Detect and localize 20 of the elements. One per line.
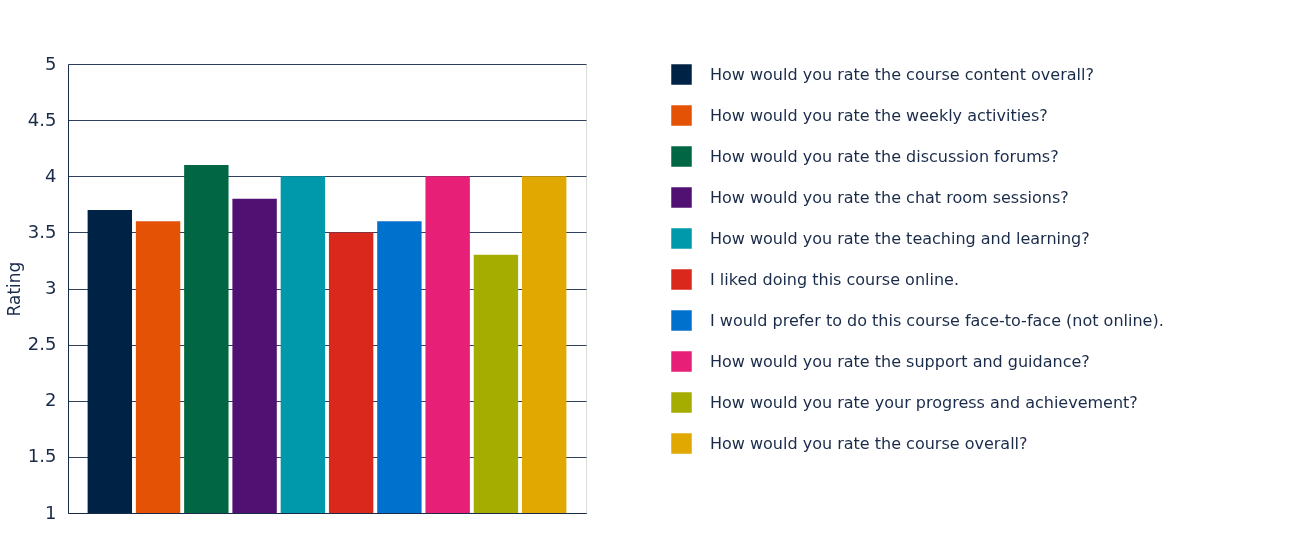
y-tick-label: 3 xyxy=(45,277,57,298)
y-axis-title: Rating xyxy=(3,261,24,317)
legend-label: I liked doing this course online. xyxy=(710,269,959,289)
y-tick-label: 1 xyxy=(45,501,57,523)
legend-label: How would you rate the weekly activities? xyxy=(710,105,1048,125)
legend-label: How would you rate the teaching and learning? xyxy=(710,228,1090,248)
legend-label: How would you rate the support and guidance? xyxy=(710,351,1090,371)
y-tick-label: 4.5 xyxy=(27,108,57,130)
legend-label: How would you rate the discussion forums? xyxy=(710,146,1059,166)
y-tick-label: 2 xyxy=(45,389,57,411)
legend-label: How would you rate your progress and achievement? xyxy=(710,392,1138,412)
legend-label: How would you rate the course content overall? xyxy=(710,64,1094,84)
legend-label: How would you rate the chat room sessions? xyxy=(710,187,1069,207)
legend-label: I would prefer to do this course face-to-face (not online). xyxy=(710,310,1164,330)
y-tick-label: 4 xyxy=(45,164,57,186)
y-tick-label: 5 xyxy=(45,52,57,74)
y-tick-label: 1.5 xyxy=(27,445,57,467)
y-tick-label: 3.5 xyxy=(27,220,57,242)
legend-label: How would you rate the course overall? xyxy=(710,433,1028,453)
y-tick-label: 2.5 xyxy=(27,333,57,355)
